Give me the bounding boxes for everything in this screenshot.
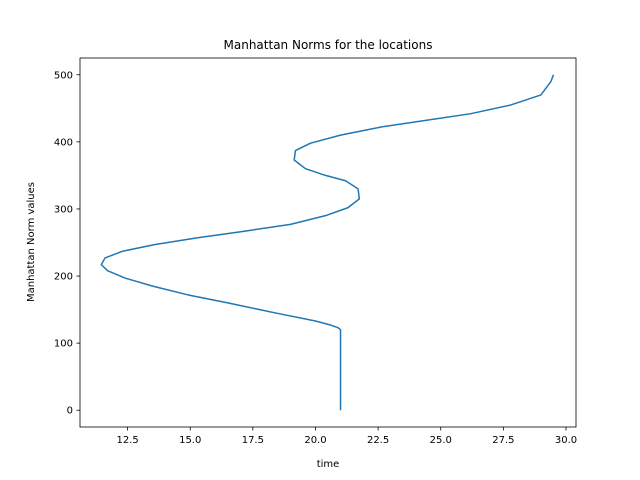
plot-area: [100, 74, 555, 411]
x-tick-label: 15.0: [179, 435, 201, 446]
axes-frame: [79, 57, 577, 428]
y-tick-label: 0: [67, 406, 73, 417]
x-tick-label: 25.0: [430, 435, 452, 446]
x-tick-label: 17.5: [242, 435, 264, 446]
series-line: [100, 74, 555, 411]
x-tick-label: 22.5: [367, 435, 389, 446]
y-tick-label: 200: [54, 272, 73, 283]
x-tick-label: 27.5: [492, 435, 514, 446]
y-tick-label: 400: [54, 137, 73, 148]
x-axis-ticks: 12.5 15.0 17.5 20.0 22.5 25.0 27.5 30.0: [116, 427, 577, 446]
y-tick-label: 500: [54, 70, 73, 81]
chart-title: Manhattan Norms for the locations: [224, 38, 433, 52]
x-tick-label: 12.5: [116, 435, 138, 446]
y-axis-ticks: 0 100 200 300 400 500: [54, 70, 80, 417]
x-tick-label: 30.0: [555, 435, 577, 446]
y-tick-label: 300: [54, 204, 73, 215]
x-tick-label: 20.0: [304, 435, 326, 446]
y-tick-label: 100: [54, 339, 73, 350]
y-axis-label: Manhattan Norm values: [26, 182, 37, 302]
x-axis-label: time: [317, 459, 340, 470]
